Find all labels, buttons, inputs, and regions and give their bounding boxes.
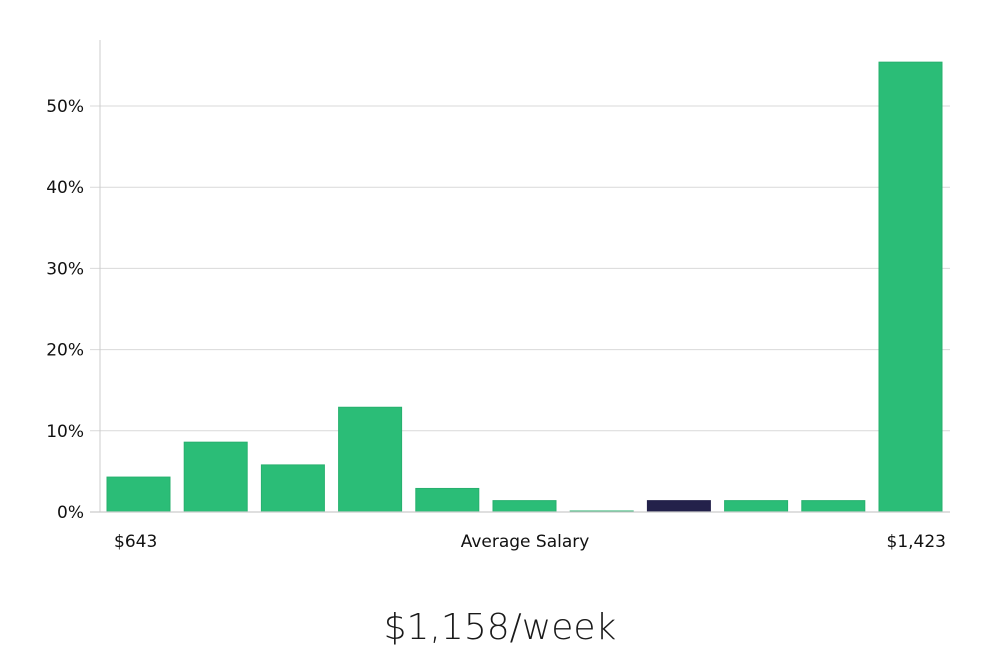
y-axis-ticks: 0% 10% 20% 30% 40% 50% — [46, 97, 84, 523]
bar — [415, 487, 480, 513]
bar — [801, 500, 866, 513]
y-tick-label: 10% — [46, 422, 84, 442]
bar — [338, 406, 403, 513]
x-axis-title: Average Salary — [461, 532, 590, 552]
x-max-label: $1,423 — [887, 532, 946, 552]
bar — [183, 441, 248, 513]
x-min-label: $643 — [114, 532, 157, 552]
bar — [724, 500, 789, 513]
bars — [106, 61, 943, 513]
y-tick-label: 50% — [46, 97, 84, 117]
bar — [260, 464, 325, 513]
bar — [878, 61, 943, 513]
bar — [106, 476, 171, 513]
grid-lines — [90, 105, 950, 432]
y-tick-label: 0% — [57, 503, 84, 523]
bar — [492, 500, 557, 513]
y-tick-label: 30% — [46, 259, 84, 279]
y-tick-label: 20% — [46, 341, 84, 361]
highlighted-bar — [646, 500, 711, 513]
salary-histogram: 0% 10% 20% 30% 40% 50% $643 Average Salary $1… — [46, 40, 950, 552]
average-salary-summary: $1,158/week — [383, 607, 617, 648]
y-tick-label: 40% — [46, 178, 84, 198]
